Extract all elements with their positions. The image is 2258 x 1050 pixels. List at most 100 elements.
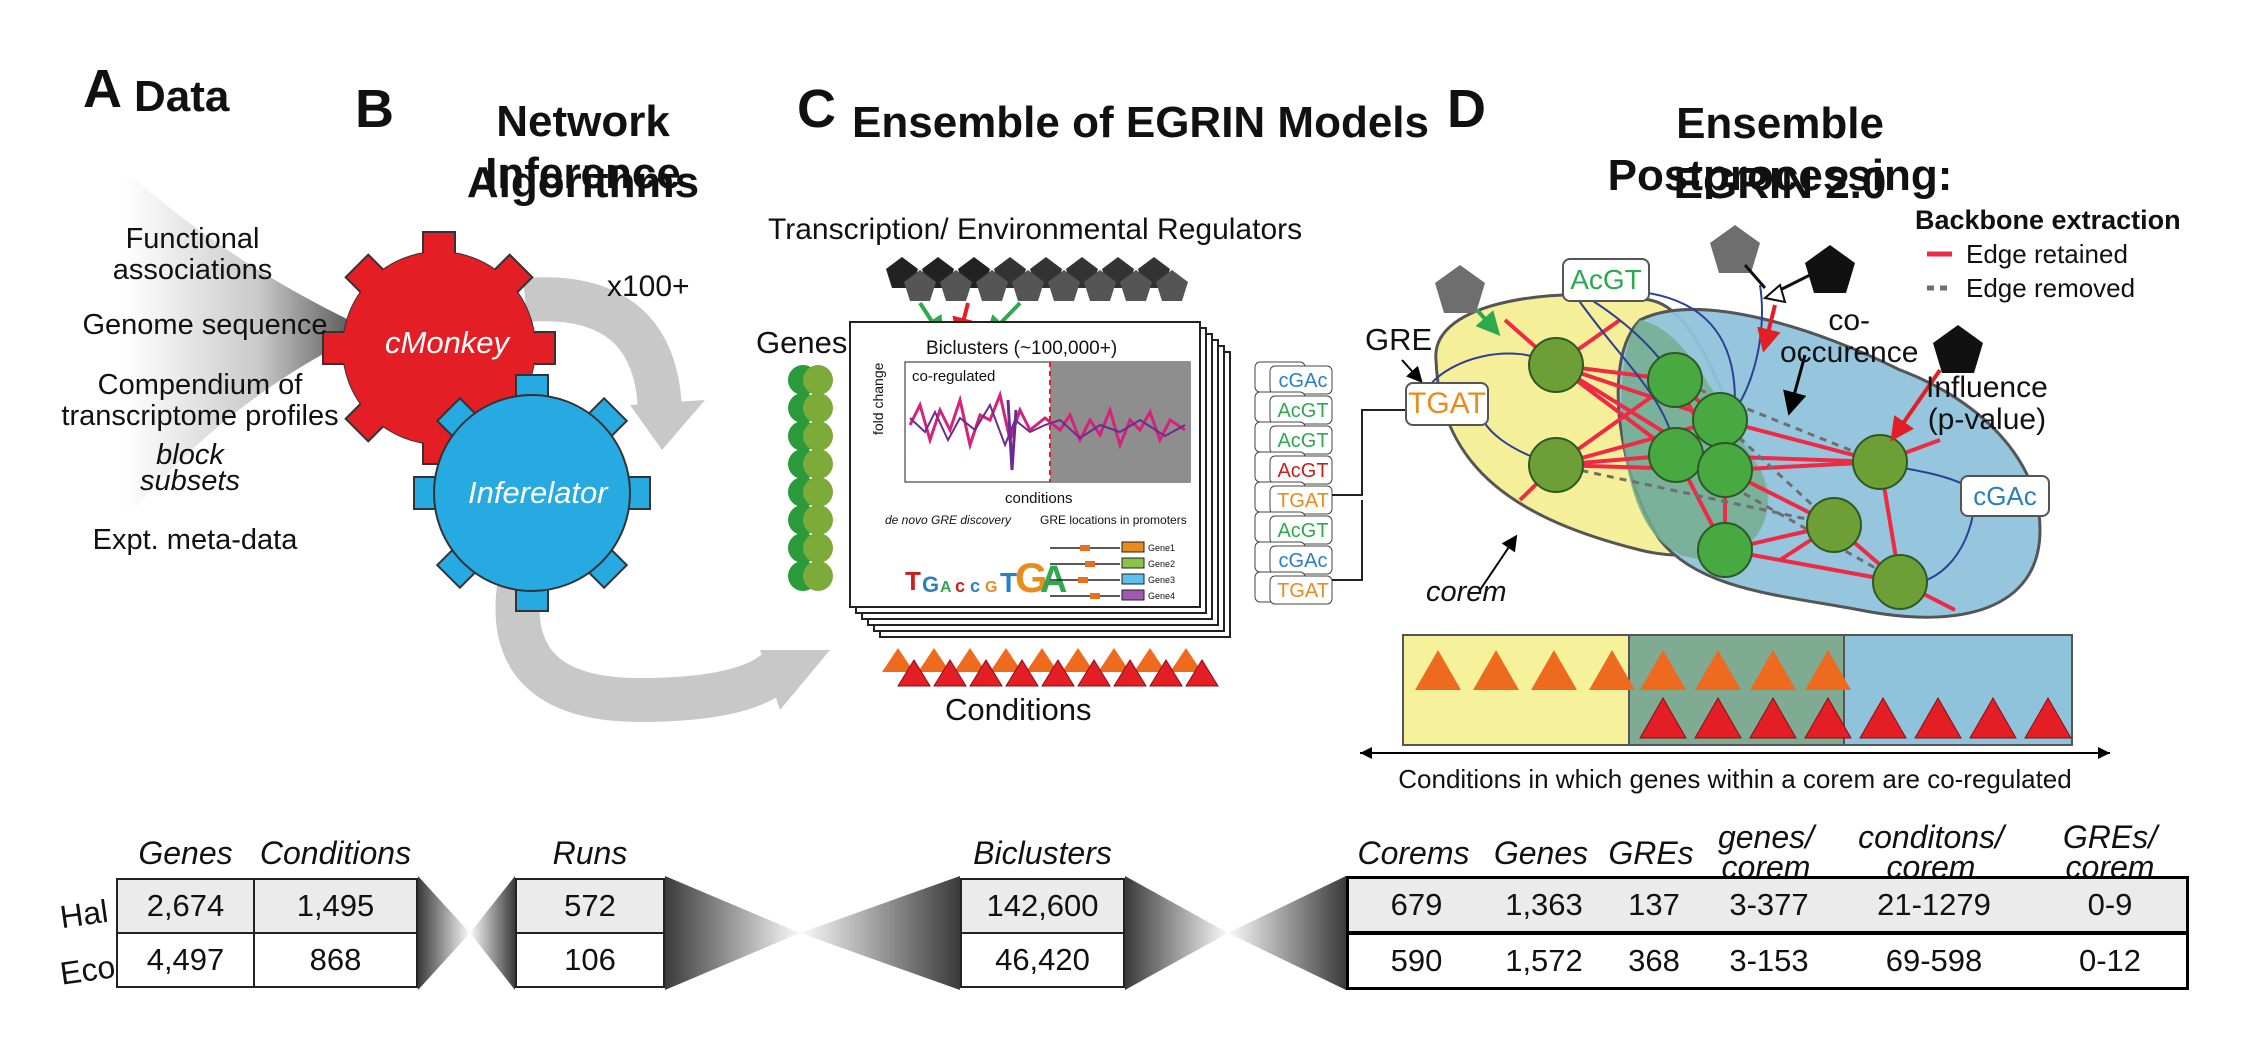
motif-label-8: TGAT bbox=[1277, 580, 1329, 602]
cell-hal-runs: 572 bbox=[515, 878, 665, 934]
cooccurence-pointer bbox=[1783, 354, 1807, 416]
motif-card-stack bbox=[1254, 361, 1333, 605]
table-connector-1a bbox=[418, 876, 470, 990]
panel-b-title-line2: Algorithms bbox=[466, 158, 700, 207]
loop-arrow-top-head bbox=[630, 400, 705, 450]
panel-b-label: B bbox=[355, 79, 394, 139]
source-genome-sequence: Genome sequence bbox=[82, 309, 328, 341]
svg-text:G: G bbox=[922, 572, 939, 597]
svg-text:c: c bbox=[955, 576, 965, 596]
top-motif-box: AcGT bbox=[1562, 258, 1650, 302]
regulator-pentagon-top-gray bbox=[1710, 225, 1760, 273]
gre-label: GRE bbox=[1365, 322, 1433, 357]
svg-text:T: T bbox=[905, 566, 921, 596]
svg-text:T: T bbox=[1000, 567, 1017, 598]
header-genes-per-corem: genes/ corem bbox=[1717, 819, 1815, 885]
right-motif-box: cGAc bbox=[1960, 475, 2050, 517]
gene-label-3: Gene3 bbox=[1148, 575, 1176, 585]
loop-arrow-bottom-head bbox=[760, 650, 830, 710]
denovo-label: de novo GRE discovery bbox=[885, 513, 1012, 527]
genes-label: Genes bbox=[756, 325, 848, 360]
cell-hal-conditions: 1,495 bbox=[253, 878, 418, 934]
regulator-pentagon-gre bbox=[1435, 265, 1485, 313]
cell-eco-corem-genes: 1,572 bbox=[1484, 933, 1604, 990]
corem-label: corem bbox=[1426, 576, 1507, 608]
cell-eco-runs: 106 bbox=[515, 932, 665, 988]
motif-connector-2 bbox=[1332, 500, 1363, 581]
influence-label: Influence (p-value) bbox=[1926, 371, 2048, 436]
table-connector-3a bbox=[1125, 876, 1228, 990]
bicluster-stack: T G A c c G T G A bbox=[849, 321, 1231, 638]
motif-label-4: AcGT bbox=[1277, 460, 1329, 482]
regulator-pentagons bbox=[886, 257, 1188, 301]
cell-eco-conditions: 868 bbox=[253, 932, 418, 988]
table-connector-2b bbox=[800, 876, 960, 990]
regulators-label: Transcription/ Environmental Regulators bbox=[768, 213, 1303, 246]
table-biclusters-group: 142,600 46,420 bbox=[960, 878, 1125, 988]
gre-motif-box: TGAT bbox=[1405, 382, 1489, 426]
repeat-count: x100+ bbox=[607, 270, 690, 303]
cell-hal-gres-per-corem: 0-9 bbox=[2034, 877, 2188, 935]
row-label-eco: Eco bbox=[57, 948, 118, 992]
svg-text:G: G bbox=[985, 579, 997, 596]
legend-title: Backbone extraction bbox=[1915, 205, 2181, 235]
gene-nodes bbox=[1528, 337, 1928, 610]
and-gate-icon bbox=[1762, 283, 1787, 304]
header-genes-2: Genes bbox=[1493, 835, 1589, 871]
source-transcriptome: Compendium of transcriptome profiles bbox=[61, 369, 339, 432]
cooccurence-label: co- occurence bbox=[1780, 304, 1919, 369]
header-corems: Corems bbox=[1357, 835, 1470, 871]
data-funnel-shape bbox=[125, 170, 370, 520]
motif-label-5: TGAT bbox=[1277, 490, 1329, 512]
motif-label-3: AcGT bbox=[1277, 430, 1329, 452]
cell-eco-conditions-per-corem: 69-598 bbox=[1834, 933, 2034, 990]
panel-a-label: A bbox=[83, 59, 122, 119]
condition-bar-d bbox=[1402, 634, 2073, 746]
gene-label-2: Gene2 bbox=[1148, 559, 1176, 569]
loop-arrow-top bbox=[523, 277, 682, 412]
cell-eco-genes: 4,497 bbox=[116, 932, 255, 988]
span-arrow-left bbox=[1360, 747, 1372, 759]
svg-text:c: c bbox=[970, 576, 980, 596]
genes-column bbox=[788, 365, 833, 591]
header-conditions-per-corem: conditons/ corem bbox=[1858, 819, 2004, 885]
gre-arrow bbox=[1475, 308, 1501, 336]
panel-a-title: Data bbox=[134, 72, 230, 121]
cell-hal-corem-genes: 1,363 bbox=[1484, 877, 1604, 935]
span-arrow-right bbox=[2098, 747, 2110, 759]
table-data-group: 2,674 1,495 4,497 868 bbox=[116, 878, 418, 988]
motif-label-7: cGAc bbox=[1278, 550, 1328, 572]
panel-c-title: Ensemble of EGRIN Models bbox=[852, 98, 1429, 147]
fold-change-label: fold change bbox=[870, 362, 886, 435]
cell-hal-conditions-per-corem: 21-1279 bbox=[1834, 877, 2034, 935]
gene-label-4: Gene4 bbox=[1148, 591, 1176, 601]
panel-c-label: C bbox=[797, 79, 836, 139]
cell-eco-gres: 368 bbox=[1604, 933, 1704, 990]
and-arrow bbox=[1757, 304, 1781, 353]
biclusters-label: Biclusters (~100,000+) bbox=[926, 338, 1118, 359]
cell-eco-genes-per-corem: 3-153 bbox=[1704, 933, 1834, 990]
header-genes-1: Genes bbox=[138, 835, 233, 871]
loop-arrow-bottom bbox=[495, 576, 789, 723]
gre-loc-label: GRE locations in promoters bbox=[1040, 513, 1187, 527]
cell-eco-corems: 590 bbox=[1347, 933, 1484, 990]
regulator-pentagon-top-black bbox=[1805, 245, 1855, 293]
table-runs-group: 572 106 bbox=[515, 878, 665, 988]
header-gres-per-corem: GREs/ corem bbox=[2062, 819, 2158, 885]
motif-card-labels: cGAc AcGT AcGT AcGT TGAT AcGT cGAc TGAT bbox=[1273, 366, 1333, 606]
header-runs: Runs bbox=[552, 835, 628, 871]
cell-hal-genes: 2,674 bbox=[116, 878, 255, 934]
source-functional-associations: Functional associations bbox=[112, 223, 273, 286]
gre-pointer bbox=[1401, 359, 1423, 383]
cell-eco-gres-per-corem: 0-12 bbox=[2034, 933, 2188, 990]
table-corems-group: 679 1,363 137 3-377 21-1279 0-9 590 1,57… bbox=[1346, 876, 2189, 990]
conditions-label: Conditions bbox=[945, 692, 1092, 727]
svg-text:G: G bbox=[1015, 554, 1048, 601]
corem-pointer bbox=[1479, 534, 1518, 591]
legend-removed-label: Edge removed bbox=[1966, 273, 2136, 303]
gene-label-1: Gene1 bbox=[1148, 543, 1176, 553]
motif-connector-1 bbox=[1332, 409, 1410, 496]
panel-b-title-line1: Network Inference bbox=[485, 97, 681, 198]
table-connector-1b bbox=[470, 876, 515, 990]
